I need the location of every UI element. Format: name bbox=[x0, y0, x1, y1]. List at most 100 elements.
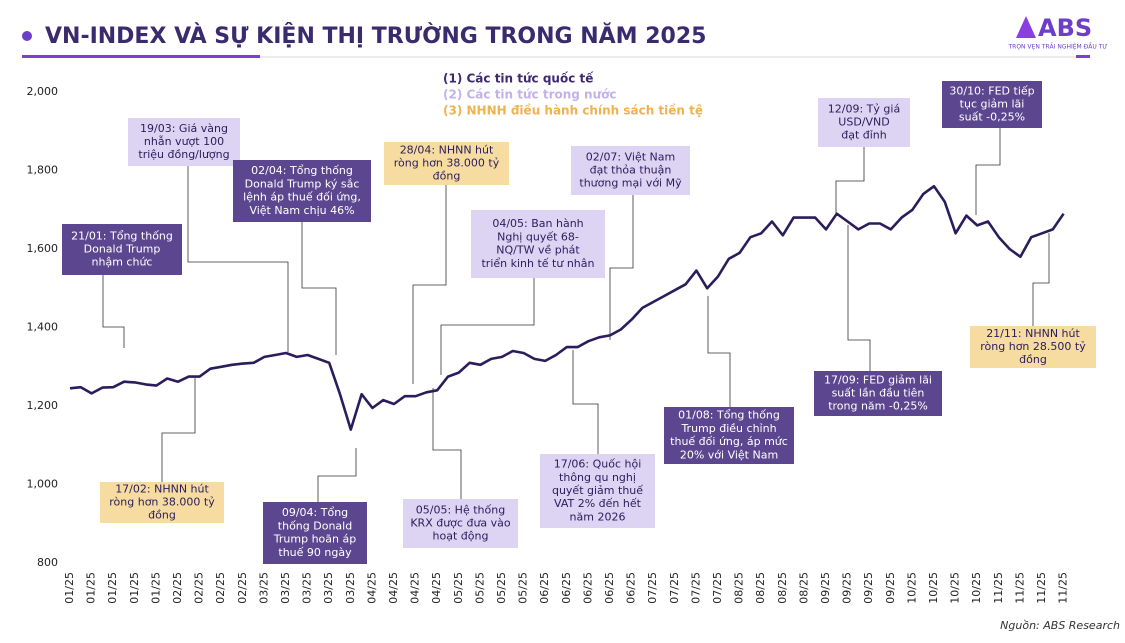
x-tick-label: 01/25 bbox=[63, 572, 76, 604]
annotation-text: năm 2026 bbox=[570, 510, 626, 523]
annotation-text: 17/06: Quốc hội bbox=[554, 458, 642, 471]
x-tick-label: 03/25 bbox=[279, 572, 292, 604]
x-tick-label: 08/25 bbox=[754, 572, 767, 604]
annotation-text: nhậm chức bbox=[92, 256, 153, 269]
x-tick-label: 01/25 bbox=[106, 572, 119, 604]
annotation-connector bbox=[572, 350, 599, 454]
legend-item: (2) Các tin tức trong nước bbox=[443, 88, 616, 102]
x-tick-label: 09/25 bbox=[862, 572, 875, 604]
annotation-text: 21/11: NHNN hút bbox=[986, 327, 1080, 340]
annotation-text: lệnh áp thuế đối ứng, bbox=[243, 191, 361, 204]
x-tick-label: 03/25 bbox=[257, 572, 270, 604]
x-tick-label: 09/25 bbox=[884, 572, 897, 604]
annotation-text: Donald Trump ký sắc bbox=[245, 177, 360, 190]
y-tick-label: 1,400 bbox=[27, 321, 59, 334]
annotation-box bbox=[540, 454, 655, 528]
x-tick-label: 07/25 bbox=[711, 572, 724, 604]
annotation-box bbox=[384, 142, 509, 185]
annotation-text: Trump điều chỉnh bbox=[680, 422, 776, 435]
x-tick-label: 06/25 bbox=[625, 572, 638, 604]
annotation-connector bbox=[975, 128, 1001, 215]
annotation-text: 01/08: Tổng thống bbox=[678, 409, 780, 422]
x-tick-label: 04/25 bbox=[365, 572, 378, 604]
annotation-text: ròng hơn 38.000 tỷ bbox=[109, 496, 215, 509]
x-tick-label: 07/25 bbox=[646, 572, 659, 604]
annotation-text: 04/05: Ban hành bbox=[492, 217, 583, 230]
x-tick-label: 04/25 bbox=[387, 572, 400, 604]
x-tick-label: 07/25 bbox=[689, 572, 702, 604]
logo-name: ABS bbox=[1038, 14, 1092, 42]
annotation-text: trong năm -0,25% bbox=[828, 400, 928, 413]
x-tick-label: 05/25 bbox=[452, 572, 465, 604]
annotation-connector bbox=[301, 222, 337, 355]
y-tick-label: 1,600 bbox=[27, 242, 59, 255]
x-tick-label: 05/25 bbox=[473, 572, 486, 604]
y-tick-label: 1,800 bbox=[27, 164, 59, 177]
x-tick-label: 06/25 bbox=[560, 572, 573, 604]
annotation-text: 12/09: Tỷ giá bbox=[828, 102, 900, 115]
x-tick-label: 08/25 bbox=[776, 572, 789, 604]
annotation-box bbox=[970, 326, 1096, 368]
annotation-text: triệu đồng/lượng bbox=[138, 148, 229, 161]
annotation-text: đạt thỏa thuận bbox=[590, 164, 672, 177]
annotation-text: VAT 2% đến hết bbox=[554, 497, 642, 510]
annotation-text: đồng bbox=[1019, 353, 1047, 366]
logo-tagline: TRỌN VẸN TRẢI NGHIỆM ĐẦU TƯ bbox=[1007, 43, 1107, 51]
annotation-connector bbox=[1032, 233, 1050, 326]
y-tick-label: 2,000 bbox=[27, 85, 59, 98]
x-tick-label: 07/25 bbox=[668, 572, 681, 604]
annotation-text: ròng hơn 28.500 tỷ bbox=[980, 340, 1086, 353]
x-tick-label: 06/25 bbox=[581, 572, 594, 604]
annotation-text: đạt đỉnh bbox=[841, 129, 887, 142]
x-tick-label: 10/25 bbox=[970, 572, 983, 604]
annotation-box bbox=[814, 371, 942, 416]
x-tick-label: 11/25 bbox=[1057, 572, 1070, 604]
annotation-box bbox=[471, 210, 605, 278]
x-tick-label: 10/25 bbox=[905, 572, 918, 604]
annotation-text: Trump hoãn áp bbox=[273, 533, 356, 546]
annotation-text: suất -0,25% bbox=[959, 111, 1025, 124]
annotation-connector bbox=[432, 388, 462, 499]
annotation-text: tục giảm lãi bbox=[960, 98, 1025, 111]
annotation-text: đồng bbox=[433, 170, 461, 183]
annotation-text: 02/07: Việt Nam bbox=[586, 150, 676, 163]
x-tick-label: 05/25 bbox=[517, 572, 530, 604]
annotation-text: 28/04: NHNN hút bbox=[400, 143, 494, 156]
annotation-connector bbox=[440, 278, 535, 375]
annotation-text: 21/01: Tổng thống bbox=[71, 229, 173, 242]
annotation-box bbox=[128, 118, 240, 166]
annotation-box bbox=[664, 407, 794, 464]
annotation-connector bbox=[609, 195, 634, 340]
annotation-box bbox=[100, 482, 224, 523]
x-tick-label: 01/25 bbox=[85, 572, 98, 604]
x-tick-label: 01/25 bbox=[128, 572, 141, 604]
y-tick-label: 1,000 bbox=[27, 478, 59, 491]
x-tick-label: 02/25 bbox=[171, 572, 184, 604]
legend-item: (1) Các tin tức quốc tế bbox=[443, 72, 594, 86]
rule-accent bbox=[1076, 55, 1090, 58]
y-tick-label: 800 bbox=[37, 556, 58, 569]
x-tick-label: 10/25 bbox=[927, 572, 940, 604]
annotation-text: thống Donald bbox=[278, 519, 352, 532]
annotation-text: suất lần đầu tiên bbox=[832, 387, 925, 400]
annotation-text: nhẫn vượt 100 bbox=[144, 135, 224, 148]
annotation-text: 05/05: Hệ thống bbox=[416, 503, 505, 516]
annotation-text: quyết giảm thuế bbox=[552, 484, 643, 497]
annotation-connector bbox=[317, 448, 357, 502]
x-tick-label: 03/25 bbox=[322, 572, 335, 604]
annotation-connector bbox=[187, 166, 289, 352]
annotation-text: 17/09: FED giảm lãi bbox=[824, 373, 932, 386]
annotation-text: thuế đối ứng, áp mức bbox=[670, 435, 788, 448]
annotation-connector bbox=[847, 225, 871, 371]
annotation-text: KRX được đưa vào bbox=[410, 517, 511, 530]
annotation-connector bbox=[161, 378, 196, 482]
annotation-text: triển kinh tế tư nhân bbox=[481, 257, 594, 270]
annotation-text: ròng hơn 38.000 tỷ bbox=[394, 157, 500, 170]
annotation-box bbox=[403, 499, 518, 548]
x-tick-label: 04/25 bbox=[409, 572, 422, 604]
x-tick-label: 04/25 bbox=[430, 572, 443, 604]
x-tick-label: 11/25 bbox=[1035, 572, 1048, 604]
annotation-text: thuế 90 ngày bbox=[278, 546, 352, 559]
